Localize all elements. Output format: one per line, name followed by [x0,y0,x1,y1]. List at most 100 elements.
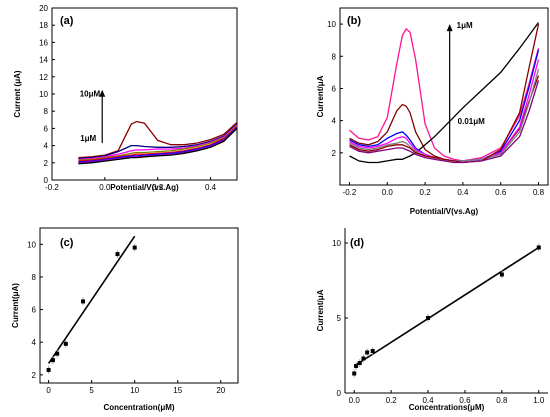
panel-label: (a) [60,15,74,27]
data-point [46,367,51,372]
y-tick-label: 8 [44,107,49,116]
fit-line [353,246,540,367]
x-tick-label: 0.2 [152,183,164,192]
fit-line [47,235,136,364]
panel-d: 0.0 0.2 0.4 0.6 0.8 1.0 0 5 10 (d) Concentrations(… [316,228,548,412]
panel-c: 0 5 10 15 20 2 4 6 8 10 (c) Concentration(μM) Curren… [11,227,239,412]
panel-label: (c) [60,237,74,249]
data-point [115,252,120,257]
x-tick-label: 10 [130,386,139,395]
y-tick-label: 12 [39,73,48,82]
arrow-head [446,24,453,32]
y-tick-label: 2 [44,159,49,168]
y-tick-label: 6 [32,306,37,315]
y-tick-label: 2 [32,371,37,380]
x-axis-label: Concentrations(μM) [409,403,485,412]
panel-b: -0.2 0.0 0.2 0.4 0.6 0.8 2 4 6 8 10 (b) Potential/V(… [316,7,549,216]
series-line [78,120,238,159]
series-line [349,22,540,164]
series-line [78,126,238,162]
series-line [349,80,540,164]
x-tick-label: 20 [216,386,225,395]
x-tick-label: -0.2 [343,188,357,197]
x-tick-label: 0.4 [422,396,434,405]
annotation-top: 1μM [457,21,473,30]
x-tick-label: 0.2 [420,188,432,197]
x-tick-label: 0.8 [496,396,508,405]
x-axis-label: Potential/V(vs.Ag) [410,207,479,216]
plot-frame [339,7,549,186]
panel-a: -0.2 0.0 0.2 0.4 0 2 4 6 8 10 12 14 16 18 20 (a) Potenti… [13,4,238,192]
series-line [78,127,238,165]
y-axis-label: Current(μA) [11,283,20,328]
x-tick-label: 0.4 [457,188,469,197]
data-point [354,364,359,368]
x-tick-label: 0.4 [205,183,217,192]
series-line [78,123,238,160]
series-line [349,59,540,162]
x-tick-label: 1.0 [533,396,545,405]
x-tick-label: 0.6 [459,396,471,405]
data-point [499,272,504,277]
y-tick-label: 10 [39,90,48,99]
x-tick-label: 5 [89,386,94,395]
x-tick-label: 0 [46,386,51,395]
data-point [536,245,541,250]
annotation-bottom: 1μM [80,134,96,143]
series-line [78,124,238,161]
x-tick-label: 0.0 [99,183,111,192]
x-tick-label: 0.0 [349,396,361,405]
panel-label: (b) [347,15,361,27]
x-tick-label: 0.0 [382,188,394,197]
y-tick-label: 20 [39,4,48,13]
data-point [370,349,375,353]
x-tick-label: -0.2 [45,183,59,192]
series-line [78,125,238,161]
y-tick-label: 8 [32,273,37,282]
y-tick-label: 4 [32,338,37,347]
y-tick-label: 0 [337,389,342,398]
y-tick-label: 10 [332,239,341,248]
series-line [78,127,238,163]
y-tick-label: 10 [327,20,336,29]
y-tick-label: 0 [44,176,49,185]
data-point [55,351,60,356]
data-point [361,356,366,361]
panel-label: (d) [350,237,364,249]
x-tick-label: 15 [173,386,182,395]
data-point [352,371,357,376]
y-tick-label: 4 [332,117,337,126]
arrow-head [99,89,106,97]
annotation-top: 10μM [80,90,101,99]
x-tick-label: 0.6 [495,188,507,197]
data-point [81,299,86,304]
data-point [50,358,55,363]
data-point [132,245,137,250]
data-point [426,316,431,320]
series-line [349,23,540,164]
annotation-bottom: 0.01μM [458,117,485,126]
series-line [349,49,540,162]
y-axis-label: Current/μA [316,289,325,331]
plot-frame [39,227,239,384]
series-line [349,27,540,162]
data-point [357,361,362,365]
y-tick-label: 10 [27,240,36,249]
y-axis-label: Current (μA) [13,70,22,117]
y-tick-label: 16 [39,38,48,47]
y-tick-label: 18 [39,21,48,30]
series-line [349,68,540,162]
y-tick-label: 4 [44,142,49,151]
x-tick-label: 0.2 [386,396,398,405]
y-tick-label: 5 [337,314,342,323]
y-tick-label: 14 [39,56,48,65]
series-line [78,127,238,164]
y-tick-label: 8 [332,52,337,61]
y-tick-label: 6 [44,124,49,133]
data-point [365,350,370,355]
x-axis-label: Concentration(μM) [103,403,174,412]
x-tick-label: 0.8 [533,188,545,197]
data-point [63,341,68,346]
y-tick-label: 2 [332,149,337,158]
